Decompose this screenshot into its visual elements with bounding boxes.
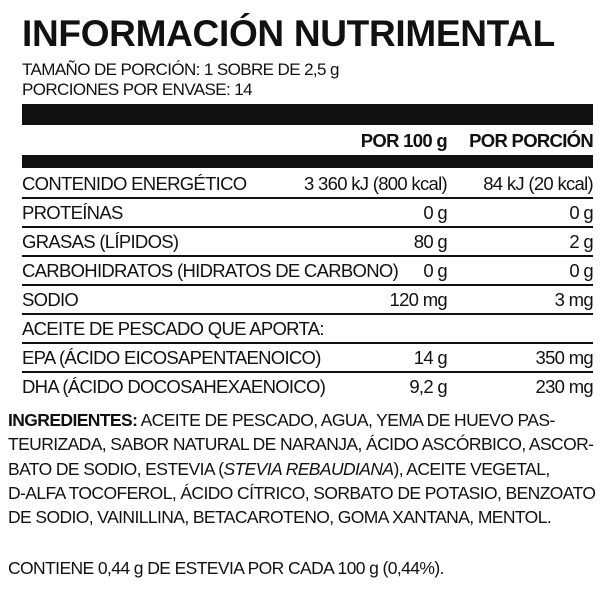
row-label: ACEITE DE PESCADO QUE APORTA: [22, 318, 325, 339]
row-per-serving: 0 g [569, 202, 593, 223]
row-per-serving: 2 g [569, 231, 593, 252]
row-label: CARBOHIDRATOS (HIDRATOS DE CARBONO) [22, 260, 399, 281]
row-per-serving: 230 mg [535, 376, 593, 397]
row-per-100g: 0 g [423, 202, 447, 223]
table-row: ACEITE DE PESCADO QUE APORTA: [22, 315, 593, 344]
header-divider-bar [22, 155, 593, 168]
ingredients-line: TEURIZADA, SABOR NATURAL DE NARANJA, ÁCI… [8, 434, 594, 455]
serving-size: TAMAÑO DE PORCIÓN: 1 SOBRE DE 2,5 g [22, 60, 339, 79]
row-per-100g: 9,2 g [409, 376, 447, 397]
row-per-serving: 0 g [569, 260, 593, 281]
column-header-per-100g: POR 100 g [360, 130, 448, 151]
column-header-per-serving: POR PORCIÓN [469, 130, 594, 151]
ingredients-line: BATO DE SODIO, ESTEVIA ( [8, 458, 224, 479]
row-per-100g: 120 mg [389, 289, 447, 310]
row-per-100g: 3 360 kJ (800 kcal) [303, 173, 448, 194]
table-row: DHA (ÁCIDO DOCOSAHEXAENOICO) 9,2 g 230 m… [22, 373, 594, 400]
row-per-serving: 3 mg [554, 289, 594, 310]
ingredients-label: INGREDIENTES: [8, 410, 138, 430]
table-row: PROTEÍNAS 0 g 0 g [22, 199, 594, 228]
ingredients-line: D-ALFA TOCOFEROL, ÁCIDO CÍTRICO, SORBATO… [8, 482, 596, 503]
ingredients-paragraph: INGREDIENTES: ACEITE DE PESCADO, AGUA, Y… [8, 408, 596, 529]
table-row: CONTENIDO ENERGÉTICO 3 360 kJ (800 kcal)… [22, 170, 594, 199]
top-divider-bar [22, 104, 593, 125]
row-label: CONTENIDO ENERGÉTICO [22, 173, 247, 194]
row-label: EPA (ÁCIDO EICOSAPENTAENOICO) [22, 347, 321, 368]
row-per-100g: 0 g [423, 260, 447, 281]
stevia-note: CONTIENE 0,44 g DE ESTEVIA POR CADA 100 … [8, 558, 444, 578]
row-label: PROTEÍNAS [22, 202, 123, 223]
table-row: CARBOHIDRATOS (HIDRATOS DE CARBONO) 0 g … [22, 257, 594, 286]
row-per-serving: 350 mg [535, 347, 593, 368]
ingredients-line: ACEITE DE PESCADO, AGUA, YEMA DE HUEVO P… [137, 410, 556, 430]
row-label: DHA (ÁCIDO DOCOSAHEXAENOICO) [22, 376, 326, 397]
row-per-serving: 84 kJ (20 kcal) [483, 173, 593, 194]
ingredients-italic: STEVIA REBAUDIANA [223, 458, 394, 479]
table-row: EPA (ÁCIDO EICOSAPENTAENOICO) 14 g 350 m… [22, 344, 594, 373]
table-row: GRASAS (LÍPIDOS) 80 g 2 g [22, 228, 594, 257]
row-label: GRASAS (LÍPIDOS) [22, 231, 179, 252]
label-title: INFORMACIÓN NUTRIMENTAL [22, 13, 555, 54]
row-per-100g: 80 g [413, 231, 448, 252]
servings-per-container: PORCIONES POR ENVASE: 14 [22, 80, 253, 99]
row-label: SODIO [22, 289, 79, 310]
table-row: SODIO 120 mg 3 mg [22, 286, 594, 315]
row-per-100g: 14 g [413, 347, 448, 368]
ingredients-line: ), ACEITE VEGETAL, [393, 458, 550, 479]
column-header-row: POR 100 g POR PORCIÓN [22, 127, 594, 154]
ingredients-line: DE SODIO, VAINILLINA, BETACAROTENO, GOMA… [8, 507, 552, 528]
